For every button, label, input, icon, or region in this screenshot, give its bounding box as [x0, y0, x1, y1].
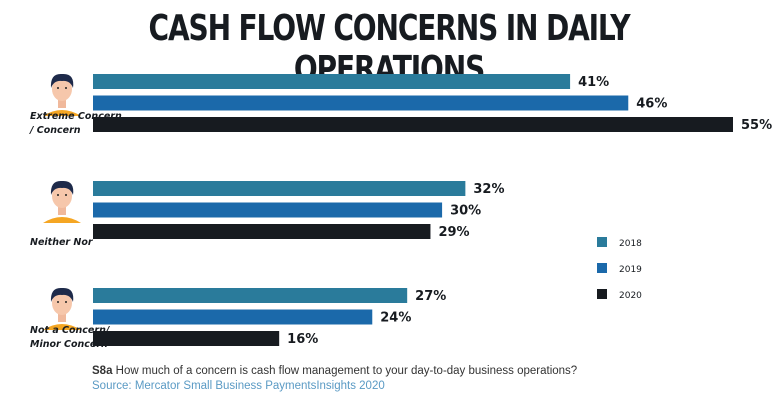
- data-label: 29%: [438, 225, 469, 240]
- person-avatar-icon-neck: [58, 205, 66, 215]
- legend-swatch: [597, 289, 607, 299]
- person-avatar-icon-neck: [58, 312, 66, 322]
- data-label: 32%: [473, 182, 504, 197]
- category-label: Extreme Concern: [30, 111, 122, 122]
- footnote-code: S8a: [92, 365, 113, 377]
- bar-2020: [93, 117, 733, 132]
- person-avatar-icon-face: [52, 184, 72, 208]
- person-avatar-icon-neck: [58, 98, 66, 108]
- data-label: 41%: [578, 75, 609, 90]
- bar-2019: [93, 309, 373, 325]
- legend-label: 2020: [619, 291, 642, 301]
- person-avatar-icon-eye: [65, 194, 67, 196]
- bar-2019: [93, 95, 629, 111]
- data-label: 30%: [450, 204, 481, 219]
- chart-title: CASH FLOW CONCERNS IN DAILY OPERATIONS: [148, 8, 631, 90]
- data-label: 55%: [741, 118, 772, 133]
- person-avatar-icon-eye: [57, 87, 59, 89]
- legend-swatch: [597, 237, 607, 247]
- person-avatar-icon-hair: [50, 73, 74, 88]
- person-avatar-icon-face: [52, 77, 72, 101]
- legend-label: 2018: [619, 239, 642, 249]
- bar-2020: [93, 331, 280, 346]
- footnote: S8a How much of a concern is cash flow m…: [92, 365, 577, 377]
- bar-2020: [93, 224, 431, 239]
- bar-2018: [93, 288, 408, 303]
- legend-swatch: [597, 263, 607, 273]
- person-avatar-icon-hair: [50, 180, 74, 195]
- category-label: Minor Concern: [30, 339, 108, 350]
- category-label: / Concern: [29, 125, 81, 136]
- person-avatar-icon-eye: [57, 301, 59, 303]
- person-avatar-icon-shirt: [43, 110, 81, 116]
- person-avatar-icon-hair: [50, 287, 74, 302]
- person-avatar-icon-eye: [65, 87, 67, 89]
- legend-label: 2019: [619, 265, 642, 275]
- bar-2019: [93, 202, 443, 218]
- data-label: 46%: [636, 97, 667, 112]
- person-avatar-icon-shirt: [43, 324, 81, 330]
- person-avatar-icon-face: [52, 291, 72, 315]
- category-label: Neither Nor: [30, 237, 94, 248]
- data-label: 16%: [287, 332, 318, 347]
- bar-2018: [93, 74, 571, 89]
- bar-2018: [93, 181, 466, 196]
- data-label: 24%: [380, 311, 411, 326]
- data-label: 27%: [415, 289, 446, 304]
- footnote-question: How much of a concern is cash flow manag…: [115, 365, 578, 377]
- person-avatar-icon-eye: [65, 301, 67, 303]
- person-avatar-icon-eye: [57, 194, 59, 196]
- person-avatar-icon-shirt: [43, 217, 81, 223]
- source-note: Source: Mercator Small Business Payments…: [92, 380, 385, 392]
- category-label: Not a Concern/: [30, 325, 111, 336]
